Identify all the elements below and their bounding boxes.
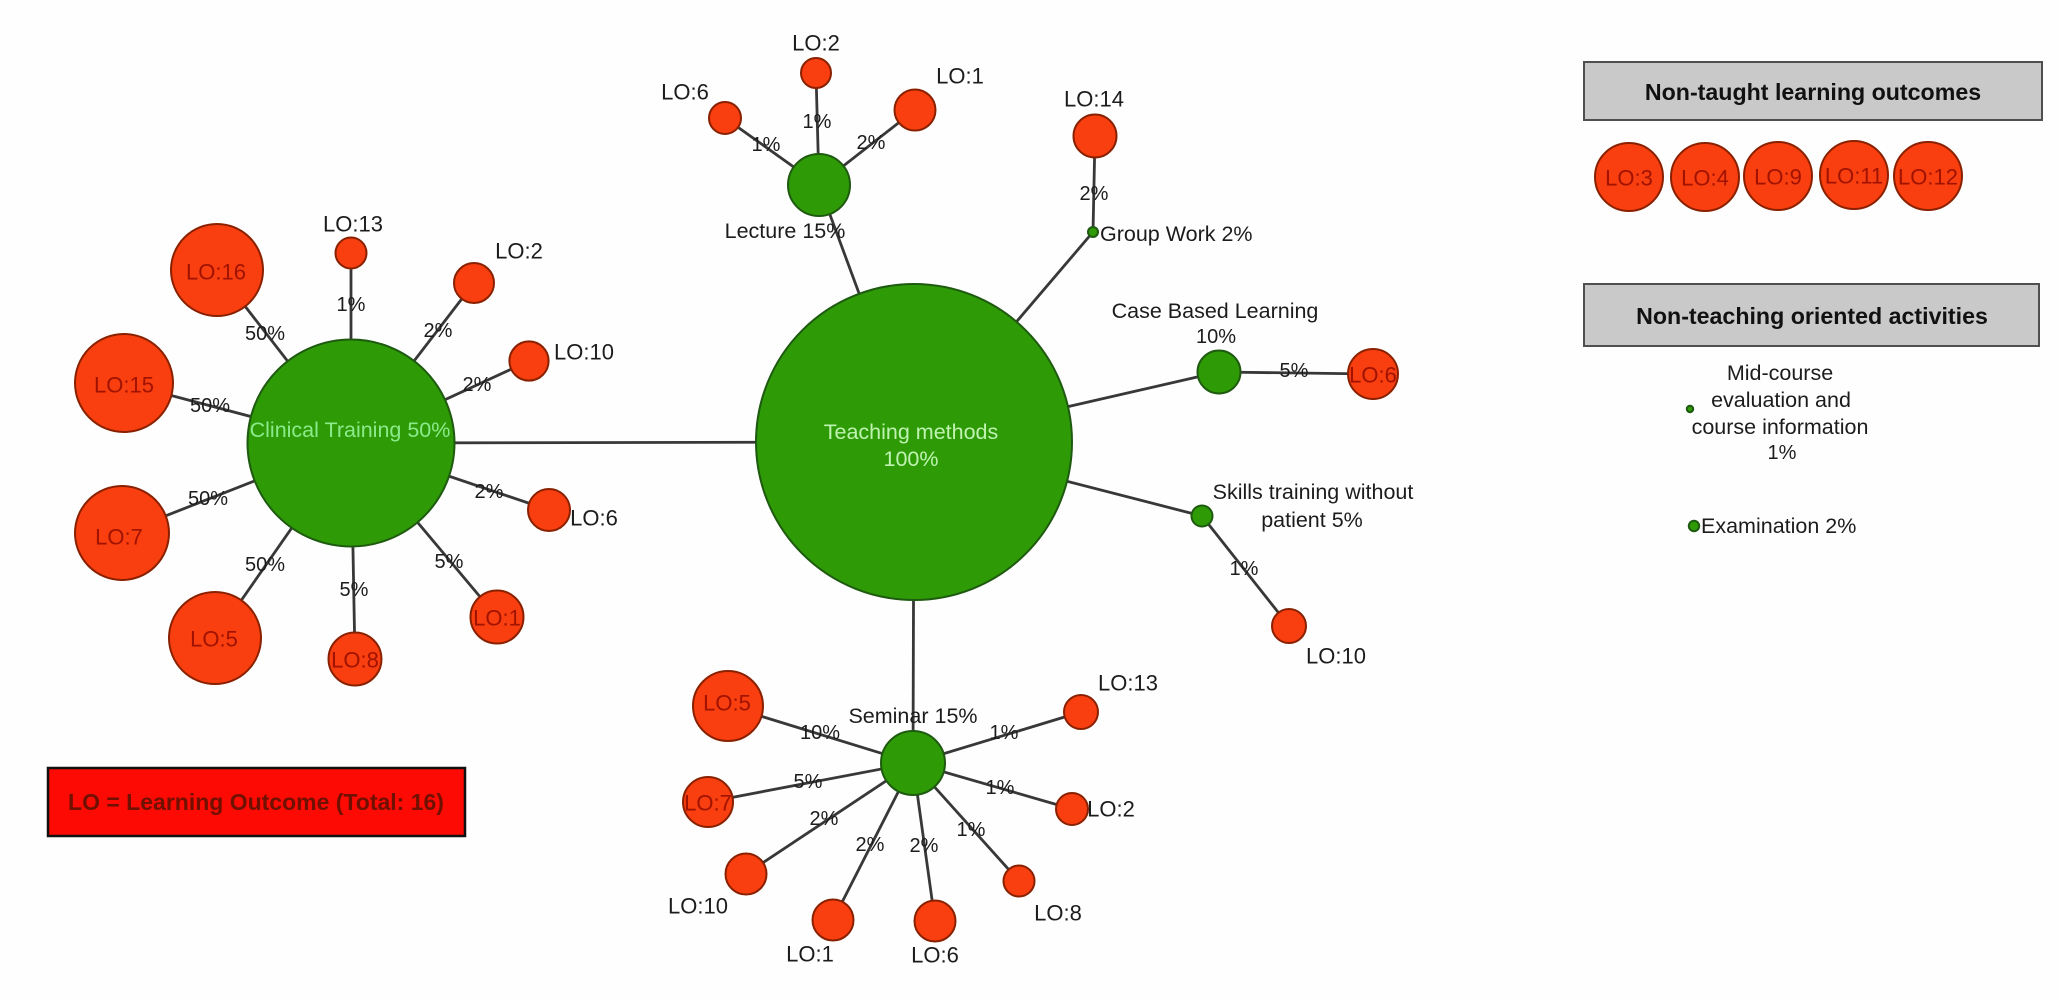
svg-text:Non-taught learning outcomes: Non-taught learning outcomes [1645, 79, 1981, 105]
svg-text:LO:8: LO:8 [331, 648, 379, 673]
svg-text:1%: 1% [957, 819, 986, 841]
svg-text:2%: 2% [475, 481, 504, 503]
svg-text:LO:3: LO:3 [1605, 166, 1653, 191]
svg-text:Group Work 2%: Group Work 2% [1100, 222, 1253, 246]
svg-text:5%: 5% [435, 551, 464, 573]
svg-text:50%: 50% [188, 488, 228, 510]
svg-text:1%: 1% [1768, 442, 1797, 464]
svg-text:LO:6: LO:6 [661, 80, 709, 105]
svg-text:LO:7: LO:7 [684, 791, 732, 816]
svg-text:1%: 1% [990, 722, 1019, 744]
svg-text:Clinical Training 50%: Clinical Training 50% [250, 418, 451, 442]
svg-text:LO = Learning Outcome (Total:: LO = Learning Outcome (Total: 16) [68, 789, 444, 815]
svg-text:LO:1: LO:1 [936, 64, 984, 89]
svg-text:LO:2: LO:2 [1087, 797, 1135, 822]
svg-text:LO:11: LO:11 [1825, 164, 1883, 189]
svg-text:LO:6: LO:6 [570, 506, 618, 531]
svg-text:100%: 100% [884, 447, 939, 471]
svg-text:2%: 2% [910, 835, 939, 857]
svg-text:Lecture 15%: Lecture 15% [725, 219, 846, 243]
svg-text:LO:1: LO:1 [786, 942, 834, 967]
svg-text:10%: 10% [800, 722, 840, 744]
svg-text:2%: 2% [856, 834, 885, 856]
svg-text:1%: 1% [803, 111, 832, 133]
svg-text:evaluation and: evaluation and [1711, 388, 1851, 412]
svg-text:Seminar 15%: Seminar 15% [848, 704, 977, 728]
svg-text:2%: 2% [463, 374, 492, 396]
svg-text:LO:14: LO:14 [1064, 87, 1124, 112]
svg-text:LO:13: LO:13 [323, 212, 383, 237]
svg-text:50%: 50% [190, 395, 230, 417]
svg-text:2%: 2% [424, 320, 453, 342]
svg-text:LO:13: LO:13 [1098, 671, 1158, 696]
svg-text:Examination 2%: Examination 2% [1701, 514, 1856, 538]
svg-text:2%: 2% [1080, 183, 1109, 205]
svg-text:10%: 10% [1196, 326, 1236, 348]
svg-text:50%: 50% [245, 323, 285, 345]
svg-text:Mid-course: Mid-course [1727, 361, 1833, 385]
svg-text:LO:15: LO:15 [94, 373, 154, 398]
svg-text:Non-teaching oriented activiti: Non-teaching oriented activities [1636, 303, 1988, 329]
svg-text:Skills training without: Skills training without [1213, 480, 1414, 504]
svg-text:LO:10: LO:10 [1306, 644, 1366, 669]
svg-text:LO:12: LO:12 [1898, 165, 1958, 190]
svg-text:5%: 5% [794, 771, 823, 793]
svg-text:LO:8: LO:8 [1034, 901, 1082, 926]
svg-text:LO:10: LO:10 [668, 894, 728, 919]
svg-text:2%: 2% [857, 132, 886, 154]
svg-text:patient 5%: patient 5% [1261, 508, 1363, 532]
svg-text:5%: 5% [1280, 360, 1309, 382]
svg-text:LO:6: LO:6 [911, 943, 959, 968]
svg-text:LO:16: LO:16 [186, 260, 246, 285]
svg-text:LO:5: LO:5 [703, 691, 751, 716]
svg-text:1%: 1% [1230, 558, 1259, 580]
svg-text:2%: 2% [810, 808, 839, 830]
svg-text:LO:4: LO:4 [1681, 166, 1729, 191]
svg-text:1%: 1% [752, 134, 781, 156]
svg-text:1%: 1% [337, 294, 366, 316]
svg-text:5%: 5% [340, 579, 369, 601]
svg-text:50%: 50% [245, 554, 285, 576]
svg-text:LO:2: LO:2 [495, 239, 543, 264]
svg-text:LO:6: LO:6 [1349, 363, 1397, 388]
svg-text:Teaching methods: Teaching methods [824, 420, 999, 444]
svg-text:Case Based Learning: Case Based Learning [1112, 299, 1319, 323]
svg-text:LO:2: LO:2 [792, 31, 840, 56]
svg-text:LO:1: LO:1 [473, 606, 521, 631]
svg-text:LO:10: LO:10 [554, 340, 614, 365]
svg-text:LO:5: LO:5 [190, 627, 238, 652]
svg-text:1%: 1% [986, 777, 1015, 799]
svg-text:LO:9: LO:9 [1754, 165, 1802, 190]
svg-text:course information: course information [1692, 415, 1869, 439]
svg-text:LO:7: LO:7 [95, 525, 143, 550]
